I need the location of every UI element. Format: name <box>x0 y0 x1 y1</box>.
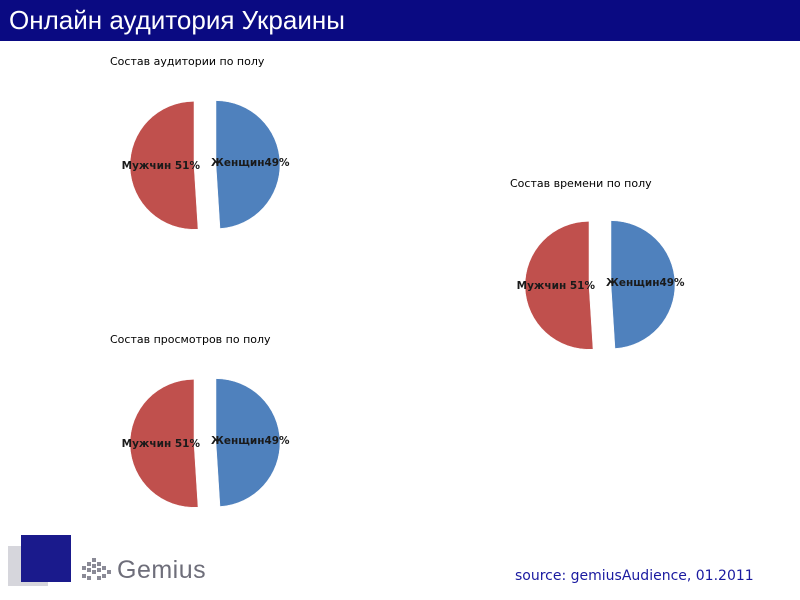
pie-label-male: Мужчин 51% <box>517 280 596 292</box>
title-bar: Онлайн аудитория Украины <box>0 0 800 41</box>
pie-slice-female <box>215 100 281 229</box>
pie-slice-male <box>129 101 199 230</box>
pie-label-male: Мужчин 51% <box>122 438 201 450</box>
logo-square <box>21 535 71 582</box>
pie-chart-views: Мужчин 51% Женщин49% <box>122 378 290 508</box>
pie-slice-female <box>610 220 676 349</box>
pie-label-male: Мужчин 51% <box>122 160 201 172</box>
chart-title-views: Состав просмотров по полу <box>110 333 271 346</box>
chart-title-time: Состав времени по полу <box>510 177 652 190</box>
chart-title-audience: Состав аудитории по полу <box>110 55 265 68</box>
pie-slice-male <box>524 221 594 350</box>
pie-chart-audience: Мужчин 51% Женщин49% <box>122 100 290 230</box>
pie-label-female: Женщин49% <box>211 157 290 169</box>
pie-label-female: Женщин49% <box>211 435 290 447</box>
source-note: source: gemiusAudience, 01.2011 <box>515 568 754 584</box>
gemius-logo-text: Gemius <box>117 556 207 584</box>
pie-slice-female <box>215 378 281 507</box>
page-title: Онлайн аудитория Украины <box>9 5 345 35</box>
gemius-logo-icon <box>82 558 111 580</box>
pie-label-female: Женщин49% <box>606 277 685 289</box>
pie-slice-male <box>129 379 199 508</box>
pie-chart-time: Мужчин 51% Женщин49% <box>517 220 685 350</box>
